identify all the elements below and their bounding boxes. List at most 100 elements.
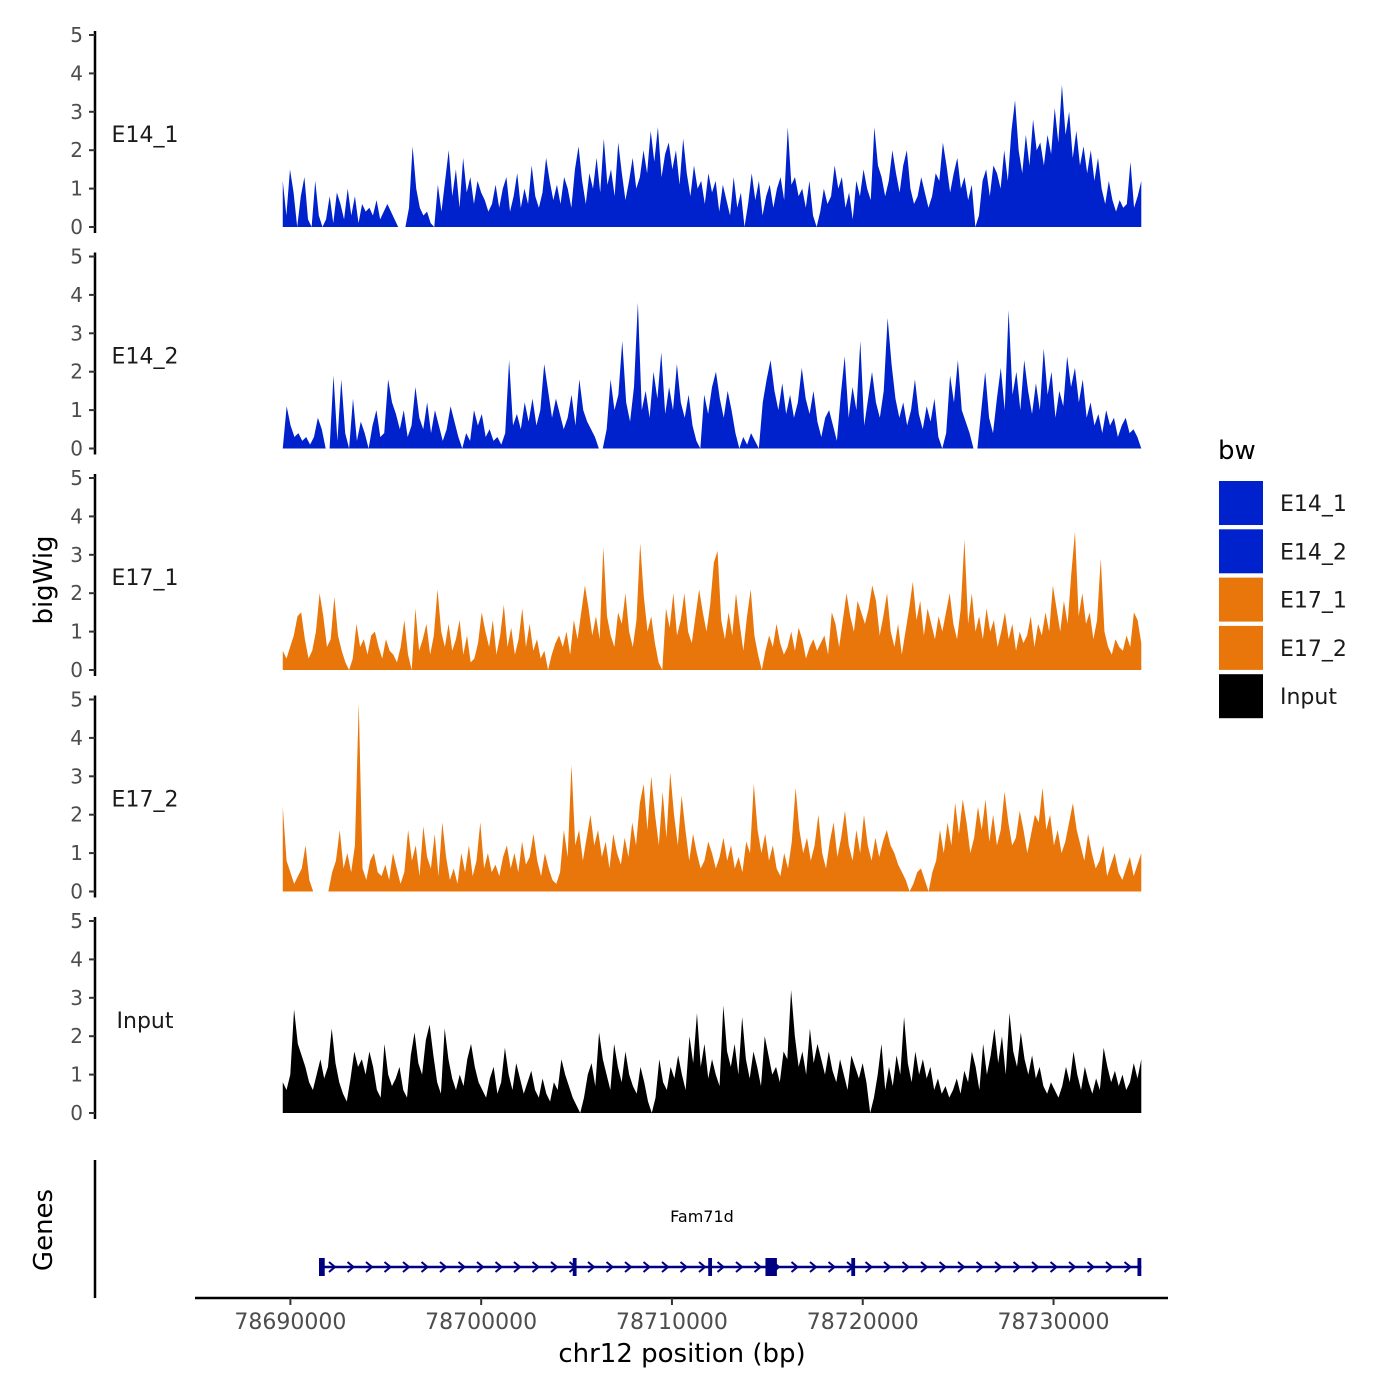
y-tick-label: 1 bbox=[70, 1063, 83, 1087]
strand-arrow bbox=[365, 1261, 374, 1273]
strand-arrow bbox=[531, 1261, 541, 1273]
strand-arrow bbox=[827, 1261, 837, 1273]
strand-arrow bbox=[587, 1261, 596, 1273]
strand-arrow bbox=[661, 1261, 670, 1273]
strand-arrow bbox=[513, 1261, 522, 1273]
strand-arrow bbox=[920, 1261, 929, 1273]
strand-arrow bbox=[476, 1261, 485, 1273]
y-tick-label: 3 bbox=[70, 764, 83, 788]
track-label-E17_2: E17_2 bbox=[112, 788, 179, 813]
y-tick-label: 0 bbox=[70, 880, 83, 904]
exon bbox=[851, 1258, 856, 1276]
y-tick-label: 0 bbox=[70, 437, 83, 461]
area-E17_1 bbox=[282, 531, 1142, 670]
strand-arrow bbox=[1068, 1261, 1077, 1273]
genes-layer: Fam71d bbox=[93, 1160, 1142, 1298]
strand-arrow bbox=[1049, 1261, 1059, 1273]
y-axis-title: bigWig bbox=[29, 535, 59, 624]
strand-arrow bbox=[957, 1261, 966, 1273]
legend-swatch-Input bbox=[1219, 674, 1263, 719]
exon bbox=[572, 1258, 577, 1276]
strand-arrow bbox=[809, 1261, 818, 1273]
track-label-Input: Input bbox=[117, 1009, 174, 1034]
legend-label-E17_1: E17_1 bbox=[1280, 589, 1347, 614]
legend-swatch-E14_2 bbox=[1219, 529, 1263, 574]
y-tick-label: 0 bbox=[70, 658, 83, 682]
strand-arrow bbox=[994, 1261, 1003, 1273]
y-tick-label: 3 bbox=[70, 321, 83, 345]
strand-arrow bbox=[938, 1261, 948, 1273]
strand-arrow bbox=[753, 1261, 763, 1273]
y-tick-label: 3 bbox=[70, 543, 83, 567]
track-Input: 0 1 2 3 4 5 Input bbox=[70, 909, 1142, 1125]
strand-arrow bbox=[328, 1261, 337, 1273]
x-tick-label: 78700000 bbox=[425, 1310, 537, 1335]
legend-label-E14_2: E14_2 bbox=[1280, 540, 1347, 565]
y-tick-label: 2 bbox=[70, 581, 83, 605]
exon bbox=[708, 1258, 713, 1276]
legend-label-E14_1: E14_1 bbox=[1280, 492, 1347, 517]
strand-arrow bbox=[864, 1261, 874, 1273]
area-E14_2 bbox=[282, 302, 1142, 449]
strand-arrow bbox=[790, 1261, 800, 1273]
y-tick-label: 1 bbox=[70, 177, 83, 201]
y-tick-label: 5 bbox=[70, 245, 83, 269]
y-tick-label: 3 bbox=[70, 986, 83, 1010]
strand-arrow bbox=[735, 1261, 744, 1273]
strand-arrow bbox=[605, 1261, 615, 1273]
y-tick-label: 5 bbox=[70, 909, 83, 933]
strand-arrow bbox=[698, 1261, 707, 1273]
y-tick-label: 4 bbox=[70, 726, 83, 750]
strand-arrow bbox=[624, 1261, 633, 1273]
legend: bw E14_1 E14_2 E17_1 E17_2 Input bbox=[1218, 436, 1347, 719]
y-tick-label: 1 bbox=[70, 620, 83, 644]
track-E17_1: 0 1 2 3 4 5 E17_1 bbox=[70, 466, 1142, 682]
y-tick-label: 0 bbox=[70, 215, 83, 239]
tracks-layer: 0 1 2 3 4 5 E14_1 0 1 2 3 4 5 E14_2 0 1 2 3 4 5 E17_1 0 1 2 3 4 5 E… bbox=[70, 23, 1142, 1125]
strand-arrow bbox=[716, 1261, 726, 1273]
y-tick-label: 2 bbox=[70, 803, 83, 827]
strand-arrow bbox=[1031, 1261, 1040, 1273]
legend-label-Input: Input bbox=[1280, 685, 1337, 710]
strand-arrow bbox=[457, 1261, 467, 1273]
y-tick-label: 5 bbox=[70, 466, 83, 490]
y-tick-label: 3 bbox=[70, 100, 83, 124]
strand-arrow bbox=[901, 1261, 911, 1273]
track-E14_2: 0 1 2 3 4 5 E14_2 bbox=[70, 245, 1142, 461]
strand-arrow bbox=[1012, 1261, 1022, 1273]
x-tick-label: 78710000 bbox=[616, 1310, 728, 1335]
y-tick-label: 1 bbox=[70, 398, 83, 422]
y-tick-label: 1 bbox=[70, 841, 83, 865]
y-tick-label: 5 bbox=[70, 23, 83, 47]
strand-arrow bbox=[346, 1261, 356, 1273]
track-label-E14_2: E14_2 bbox=[112, 345, 179, 370]
track-label-E14_1: E14_1 bbox=[112, 123, 179, 148]
x-axis-title: chr12 position (bp) bbox=[558, 1339, 805, 1369]
area-E17_2 bbox=[282, 703, 1142, 892]
y-tick-label: 4 bbox=[70, 61, 83, 85]
strand-arrow bbox=[494, 1261, 504, 1273]
x-tick-label: 78730000 bbox=[998, 1310, 1110, 1335]
x-axis: 78690000 78700000 78710000 78720000 78730000 bbox=[195, 1296, 1168, 1335]
legend-label-E17_2: E17_2 bbox=[1280, 637, 1347, 662]
y-tick-label: 4 bbox=[70, 504, 83, 528]
strand-arrow bbox=[402, 1261, 411, 1273]
strand-arrow bbox=[642, 1261, 652, 1273]
strand-arrow bbox=[679, 1261, 689, 1273]
track-E17_2: 0 1 2 3 4 5 E17_2 bbox=[70, 688, 1142, 904]
area-Input bbox=[282, 990, 1142, 1113]
strand-arrow bbox=[1086, 1261, 1096, 1273]
y-tick-label: 2 bbox=[70, 360, 83, 384]
strand-arrow bbox=[1105, 1261, 1114, 1273]
legend-swatch-E17_2 bbox=[1219, 625, 1263, 670]
y-tick-label: 5 bbox=[70, 688, 83, 712]
y-tick-label: 2 bbox=[70, 138, 83, 162]
x-tick-label: 78690000 bbox=[234, 1310, 346, 1335]
legend-swatch-E14_1 bbox=[1219, 481, 1263, 525]
strand-arrow bbox=[550, 1261, 559, 1273]
legend-swatch-E17_1 bbox=[1219, 577, 1263, 622]
track-E14_1: 0 1 2 3 4 5 E14_1 bbox=[70, 23, 1142, 239]
gene-label: Fam71d bbox=[670, 1207, 734, 1226]
exon bbox=[765, 1258, 777, 1276]
